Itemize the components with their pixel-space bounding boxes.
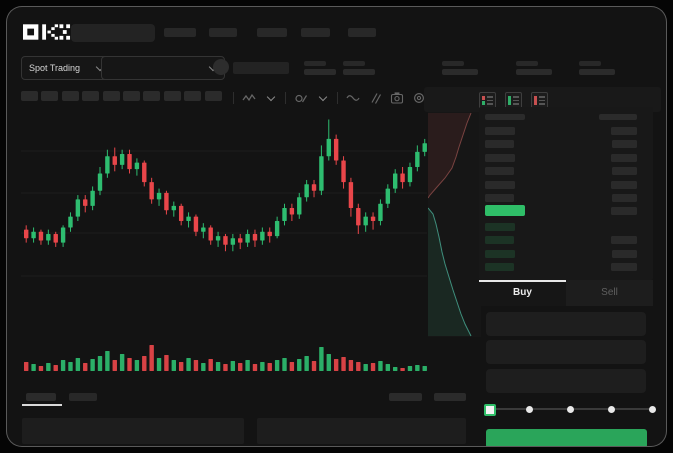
mid-amount-skeleton: [611, 207, 637, 215]
stat-label-skeleton: [516, 61, 538, 66]
ask-amount-skeleton: [611, 127, 637, 135]
interval-button[interactable]: [103, 91, 120, 101]
buy-submit-button[interactable]: [486, 429, 647, 446]
nav-item[interactable]: [348, 28, 376, 37]
ask-price-skeleton[interactable]: [485, 194, 514, 202]
slider-handle[interactable]: [484, 403, 496, 416]
trade-tab-bar: Buy Sell: [479, 280, 653, 306]
price-chart: [21, 119, 427, 277]
volume-chart: [24, 345, 427, 371]
order-book-panel: [479, 107, 653, 280]
interval-button[interactable]: [205, 91, 222, 101]
stat-value-skeleton: [304, 69, 336, 75]
bid-price-skeleton[interactable]: [485, 236, 514, 245]
bottom-action-skeleton[interactable]: [434, 393, 466, 401]
ask-amount-skeleton: [611, 153, 637, 162]
app-window: OKX: [6, 6, 667, 447]
market-type-dropdown[interactable]: Spot Trading: [21, 56, 111, 80]
tab-sell[interactable]: Sell: [601, 287, 618, 298]
interval-button[interactable]: [143, 91, 160, 101]
nav-item[interactable]: [209, 28, 237, 37]
ask-price-skeleton[interactable]: [485, 127, 515, 135]
price-input[interactable]: [486, 312, 646, 336]
chart-settings-icon[interactable]: [411, 91, 426, 106]
pair-selector-dropdown[interactable]: [101, 56, 225, 80]
ask-price-skeleton[interactable]: [485, 153, 515, 162]
last-price-badge[interactable]: [485, 205, 525, 216]
orders-table-skeleton: [257, 418, 466, 444]
slider-stop-dot[interactable]: [525, 405, 533, 413]
total-input[interactable]: [486, 369, 646, 393]
coin-avatar: [213, 59, 229, 75]
divider: [337, 92, 338, 104]
global-search-input[interactable]: [71, 24, 155, 42]
bid-price-skeleton[interactable]: [485, 263, 514, 272]
ask-amount-skeleton: [612, 194, 637, 202]
interval-button[interactable]: [41, 91, 58, 101]
draw-tools-icon[interactable]: [367, 91, 382, 106]
nav-item[interactable]: [257, 28, 287, 37]
ask-amount-skeleton: [612, 167, 637, 176]
depth-chart: [428, 111, 481, 337]
divider: [233, 92, 234, 104]
stat-value-skeleton: [343, 69, 375, 75]
orders-table-skeleton: [22, 418, 244, 444]
stat-label-skeleton: [442, 61, 464, 66]
pair-name-skeleton: [233, 62, 289, 74]
interval-button[interactable]: [184, 91, 201, 101]
slider-stop-dot[interactable]: [648, 405, 656, 413]
slider-stop-dot[interactable]: [607, 405, 615, 413]
chart-toolbar: [233, 89, 448, 107]
stat-value-skeleton: [579, 69, 615, 75]
stat-value-skeleton: [442, 69, 478, 75]
ask-price-skeleton[interactable]: [485, 167, 514, 176]
bottom-tab[interactable]: [69, 393, 97, 401]
stat-label-skeleton: [304, 61, 326, 66]
ask-amount-skeleton: [612, 140, 637, 149]
slider-stop-dot[interactable]: [566, 405, 574, 413]
bid-amount-skeleton: [611, 236, 637, 245]
divider: [285, 92, 286, 104]
bottom-action-skeleton[interactable]: [389, 393, 422, 401]
interval-button[interactable]: [82, 91, 99, 101]
inactive-tab-bg: [566, 280, 653, 306]
ask-price-skeleton[interactable]: [485, 180, 515, 189]
active-tab-indicator: [479, 280, 566, 282]
interval-button[interactable]: [123, 91, 140, 101]
stat-label-skeleton: [579, 61, 601, 66]
amount-slider[interactable]: [484, 402, 656, 418]
ask-price-skeleton[interactable]: [485, 140, 514, 149]
bottom-tab-active[interactable]: [26, 393, 56, 401]
camera-snapshot-icon[interactable]: [389, 91, 404, 106]
bid-amount-skeleton: [611, 263, 637, 272]
tab-buy[interactable]: Buy: [513, 287, 532, 298]
okx-logo-icon[interactable]: OKX: [23, 24, 71, 40]
book-col-header-skeleton: [485, 114, 525, 120]
interval-button[interactable]: [21, 91, 38, 101]
candlestick-interval-icon[interactable]: [241, 91, 256, 106]
bid-price-skeleton[interactable]: [485, 249, 515, 258]
bottom-tab-underline: [22, 404, 62, 406]
amount-input[interactable]: [486, 340, 646, 364]
bid-amount-skeleton: [612, 249, 637, 258]
stat-value-skeleton: [516, 69, 552, 75]
market-type-label: Spot Trading: [29, 63, 81, 73]
stat-label-skeleton: [343, 61, 365, 66]
nav-item[interactable]: [301, 28, 330, 37]
chevron-down-icon[interactable]: [315, 91, 330, 106]
chevron-down-icon[interactable]: [263, 91, 278, 106]
nav-item[interactable]: [164, 28, 196, 37]
interval-button[interactable]: [164, 91, 181, 101]
indicators-icon[interactable]: [293, 91, 308, 106]
book-col-header-skeleton: [599, 114, 637, 120]
interval-button[interactable]: [62, 91, 79, 101]
bid-price-skeleton[interactable]: [485, 223, 515, 231]
line-style-icon[interactable]: [345, 91, 360, 106]
ask-amount-skeleton: [611, 180, 637, 189]
